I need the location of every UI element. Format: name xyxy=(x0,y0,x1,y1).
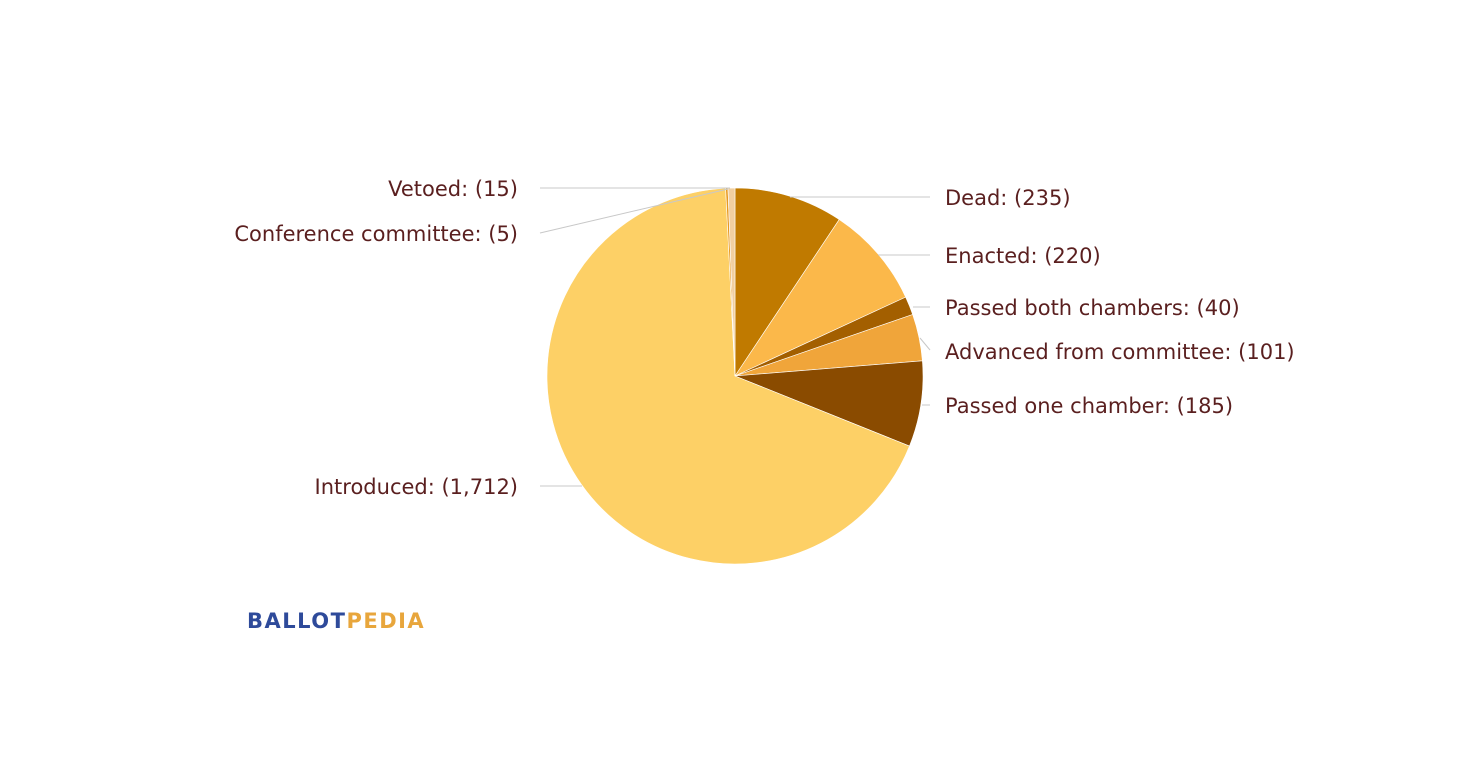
leader-line xyxy=(539,188,729,234)
slice-label: Advanced from committee: (101) xyxy=(945,340,1295,364)
pie-slice-introduced[interactable] xyxy=(546,187,910,565)
logo-pedia: PEDIA xyxy=(346,609,426,633)
pie-slice-enacted[interactable] xyxy=(734,219,907,377)
logo-ballot: BALLOT xyxy=(247,609,347,633)
label-leader-lines xyxy=(539,187,931,487)
ballotpedia-logo: BALLOTPEDIA xyxy=(247,609,425,633)
pie-slice-dead[interactable] xyxy=(734,187,840,377)
slice-label: Passed one chamber: (185) xyxy=(945,394,1233,418)
slice-labels: Dead: (235) Enacted: (220) Passed both cha… xyxy=(234,177,1294,499)
leader-line xyxy=(919,337,931,351)
slice-label: Passed both chambers: (40) xyxy=(945,296,1240,320)
slice-label: Dead: (235) xyxy=(945,186,1071,210)
slice-label: Enacted: (220) xyxy=(945,244,1101,268)
slice-label: Conference committee: (5) xyxy=(234,222,518,246)
pie-slices xyxy=(546,187,924,565)
slice-label: Vetoed: (15) xyxy=(388,177,518,201)
slice-label: Introduced: (1,712) xyxy=(315,475,518,499)
